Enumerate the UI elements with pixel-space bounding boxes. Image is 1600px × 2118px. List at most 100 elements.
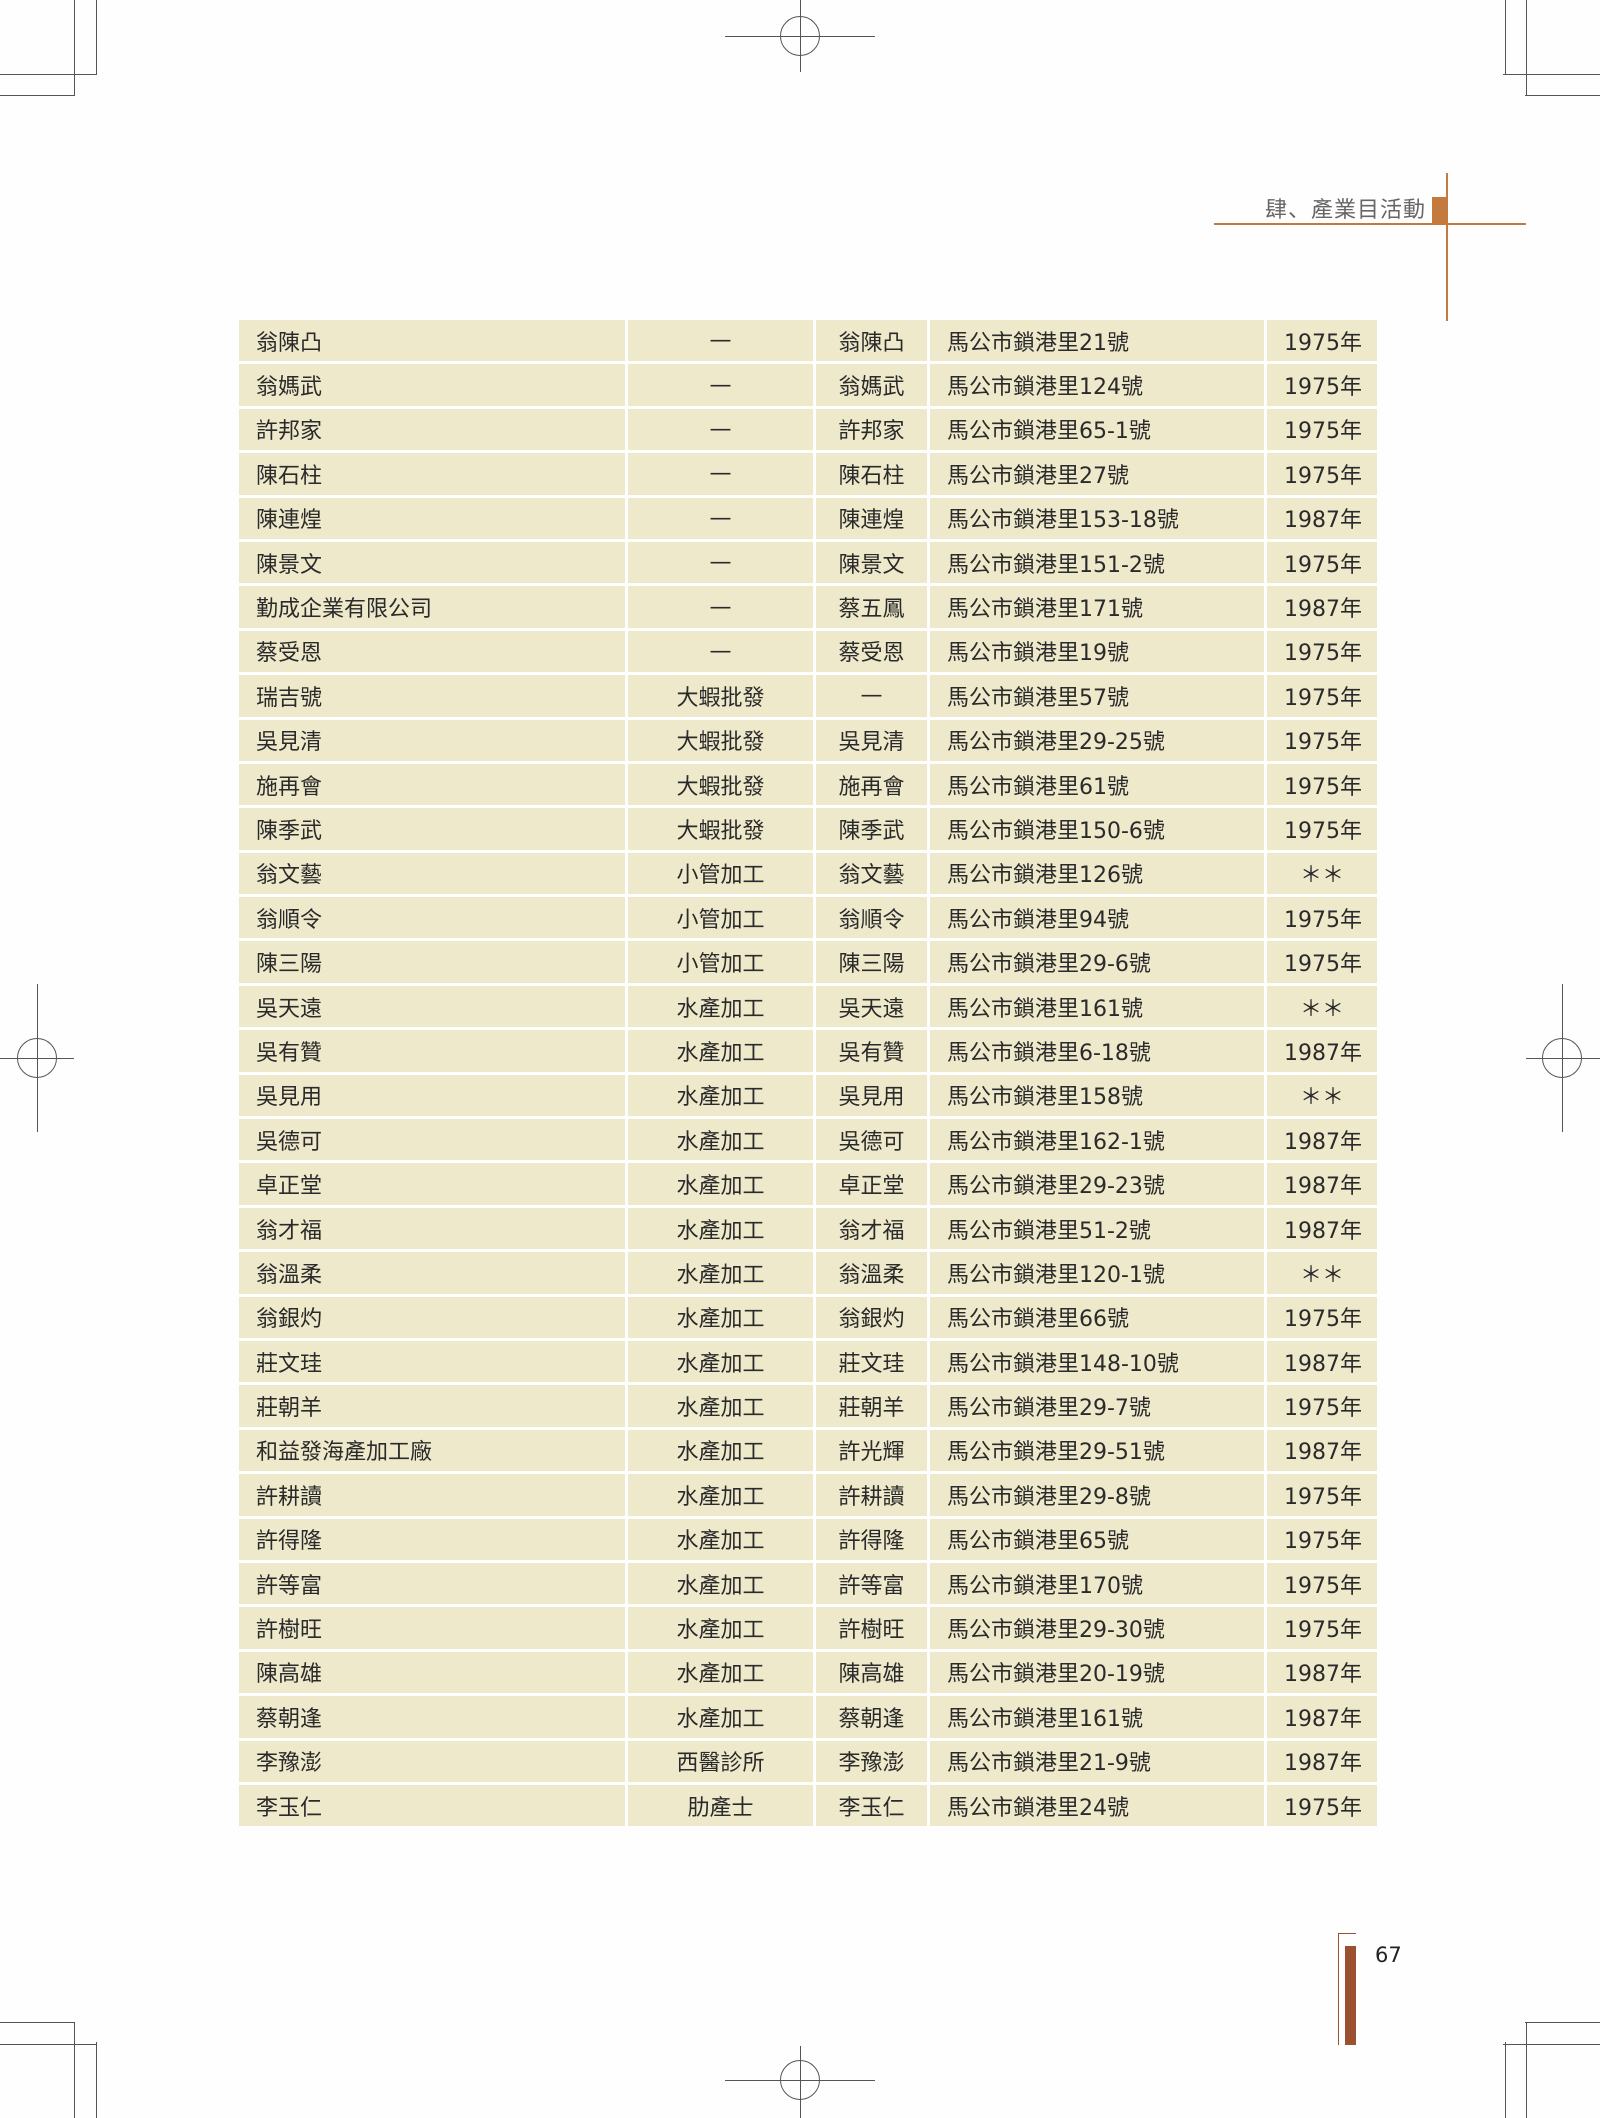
year-cell: 1987年 [1267,1651,1377,1694]
year-cell: 1975年 [1267,541,1377,584]
header-rule [1214,223,1526,225]
business-type-cell: 大蝦批發 [628,675,813,717]
company-name-cell: 吳見用 [239,1074,625,1117]
business-type-cell: — [628,586,813,628]
owner-name-cell: 許等富 [816,1562,927,1605]
owner-name-cell: 吳德可 [816,1119,927,1161]
address-cell: 馬公市鎖港里161號 [930,1696,1264,1738]
address-cell: 馬公市鎖港里158號 [930,1074,1264,1117]
owner-name-cell: 吳見清 [816,719,927,761]
company-name-cell: 莊朝羊 [239,1385,625,1427]
address-cell: 馬公市鎖港里20-19號 [930,1651,1264,1694]
address-cell: 馬公市鎖港里21-9號 [930,1740,1264,1782]
owner-name-cell: 莊朝羊 [816,1385,927,1427]
business-type-cell: 小管加工 [628,897,813,939]
business-type-cell: 小管加工 [628,941,813,983]
year-cell: 1975年 [1267,941,1377,983]
company-name-cell: 蔡受恩 [239,630,625,673]
address-cell: 馬公市鎖港里148-10號 [930,1340,1264,1383]
business-type-cell: — [628,408,813,451]
owner-name-cell: 施再會 [816,763,927,806]
table-row: 蔡朝逢 水產加工 蔡朝逢 馬公市鎖港里161號 1987年 [239,1696,1377,1738]
business-type-cell: — [628,497,813,539]
business-type-cell: 水產加工 [628,1340,813,1383]
company-name-cell: 吳德可 [239,1119,625,1161]
owner-name-cell: 李玉仁 [816,1784,927,1827]
year-cell: 1987年 [1267,1340,1377,1383]
business-type-cell: 水產加工 [628,985,813,1028]
owner-name-cell: — [816,675,927,717]
company-name-cell: 陳連煌 [239,497,625,539]
owner-name-cell: 陳高雄 [816,1651,927,1694]
company-name-cell: 翁文藝 [239,852,625,895]
address-cell: 馬公市鎖港里171號 [930,586,1264,628]
owner-name-cell: 蔡五鳳 [816,586,927,628]
owner-name-cell: 陳連煌 [816,497,927,539]
year-cell: 1987年 [1267,497,1377,539]
page-number: 67 [1375,1943,1402,1967]
business-type-cell: 水產加工 [628,1252,813,1294]
company-name-cell: 陳高雄 [239,1651,625,1694]
year-cell: 1987年 [1267,586,1377,628]
address-cell: 馬公市鎖港里126號 [930,852,1264,895]
owner-name-cell: 許樹旺 [816,1607,927,1649]
table-row: 翁媽武 — 翁媽武 馬公市鎖港里124號 1975年 [239,364,1377,406]
company-name-cell: 翁陳凸 [239,320,625,362]
owner-name-cell: 蔡受恩 [816,630,927,673]
address-cell: 馬公市鎖港里61號 [930,763,1264,806]
year-cell: 1975年 [1267,1296,1377,1338]
company-name-cell: 勤成企業有限公司 [239,586,625,628]
year-cell: 1975年 [1267,364,1377,406]
owner-name-cell: 吳天遠 [816,985,927,1028]
company-name-cell: 李玉仁 [239,1784,625,1827]
address-cell: 馬公市鎖港里124號 [930,364,1264,406]
table-row: 吳天遠 水產加工 吳天遠 馬公市鎖港里161號 ＊＊ [239,985,1377,1028]
company-name-cell: 李豫澎 [239,1740,625,1782]
owner-name-cell: 許邦家 [816,408,927,451]
address-cell: 馬公市鎖港里66號 [930,1296,1264,1338]
year-cell: 1975年 [1267,763,1377,806]
year-cell: 1987年 [1267,1207,1377,1250]
address-cell: 馬公市鎖港里29-7號 [930,1385,1264,1427]
table-row: 吳見清 大蝦批發 吳見清 馬公市鎖港里29-25號 1975年 [239,719,1377,761]
table-row: 翁溫柔 水產加工 翁溫柔 馬公市鎖港里120-1號 ＊＊ [239,1252,1377,1294]
company-name-cell: 許樹旺 [239,1607,625,1649]
owner-name-cell: 卓正堂 [816,1163,927,1205]
company-name-cell: 陳景文 [239,541,625,584]
table-row: 翁陳凸 — 翁陳凸 馬公市鎖港里21號 1975年 [239,320,1377,362]
business-type-cell: — [628,453,813,495]
business-type-cell: 水產加工 [628,1385,813,1427]
table-row: 翁銀灼 水產加工 翁銀灼 馬公市鎖港里66號 1975年 [239,1296,1377,1338]
address-cell: 馬公市鎖港里120-1號 [930,1252,1264,1294]
business-type-cell: 水產加工 [628,1074,813,1117]
owner-name-cell: 吳有贊 [816,1030,927,1072]
business-type-cell: 大蝦批發 [628,719,813,761]
year-cell: 1975年 [1267,897,1377,939]
table-row: 陳高雄 水產加工 陳高雄 馬公市鎖港里20-19號 1987年 [239,1651,1377,1694]
business-type-cell: 小管加工 [628,852,813,895]
owner-name-cell: 翁陳凸 [816,320,927,362]
owner-name-cell: 吳見用 [816,1074,927,1117]
owner-name-cell: 蔡朝逢 [816,1696,927,1738]
address-cell: 馬公市鎖港里6-18號 [930,1030,1264,1072]
address-cell: 馬公市鎖港里151-2號 [930,541,1264,584]
company-name-cell: 翁銀灼 [239,1296,625,1338]
table-row: 施再會 大蝦批發 施再會 馬公市鎖港里61號 1975年 [239,763,1377,806]
year-cell: ＊＊ [1267,852,1377,895]
company-name-cell: 許耕讀 [239,1474,625,1516]
company-name-cell: 莊文珪 [239,1340,625,1383]
year-cell: ＊＊ [1267,1074,1377,1117]
owner-name-cell: 許光輝 [816,1429,927,1472]
owner-name-cell: 翁媽武 [816,364,927,406]
table-row: 瑞吉號 大蝦批發 — 馬公市鎖港里57號 1975年 [239,675,1377,717]
address-cell: 馬公市鎖港里153-18號 [930,497,1264,539]
address-cell: 馬公市鎖港里65-1號 [930,408,1264,451]
owner-name-cell: 翁溫柔 [816,1252,927,1294]
address-cell: 馬公市鎖港里162-1號 [930,1119,1264,1161]
table-row: 卓正堂 水產加工 卓正堂 馬公市鎖港里29-23號 1987年 [239,1163,1377,1205]
table-row: 翁文藝 小管加工 翁文藝 馬公市鎖港里126號 ＊＊ [239,852,1377,895]
business-type-cell: 水產加工 [628,1207,813,1250]
table-row: 吳有贊 水產加工 吳有贊 馬公市鎖港里6-18號 1987年 [239,1030,1377,1072]
business-type-cell: 水產加工 [628,1607,813,1649]
company-name-cell: 許等富 [239,1562,625,1605]
